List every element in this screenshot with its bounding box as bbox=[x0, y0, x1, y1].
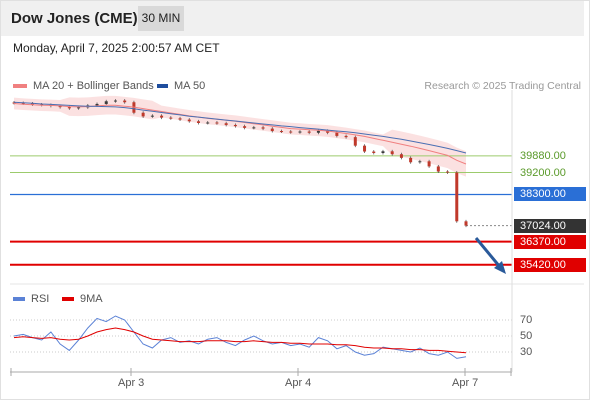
candle-body bbox=[233, 124, 237, 127]
rsi-swatch bbox=[13, 297, 25, 301]
level-label-resistance: 39880.00 bbox=[520, 149, 566, 162]
forecast-arrow-head bbox=[494, 261, 506, 274]
candle-body bbox=[344, 135, 348, 138]
candle-body bbox=[243, 126, 247, 128]
candle-body bbox=[67, 107, 71, 109]
x-tick-apr3: Apr 3 bbox=[118, 377, 145, 389]
candle-body bbox=[280, 131, 284, 133]
candle-body bbox=[104, 101, 108, 104]
candle-body bbox=[252, 127, 256, 129]
candle-body bbox=[77, 107, 81, 109]
candle-body bbox=[436, 166, 440, 172]
legend-9ma: 9MA bbox=[62, 293, 103, 305]
candle-body bbox=[381, 151, 385, 153]
rsi-tick-30: 30 bbox=[520, 346, 533, 358]
forecast-arrow bbox=[474, 237, 502, 268]
rsi-ma-line bbox=[13, 327, 467, 354]
legend-ma50: MA 50 bbox=[157, 80, 205, 92]
legend-ma20: MA 20 + Bollinger Bands bbox=[13, 80, 154, 92]
ma50-label: MA 50 bbox=[174, 80, 206, 92]
credit-text: Research © 2025 Trading Central bbox=[424, 80, 581, 92]
candle-body bbox=[307, 131, 311, 133]
level-label-pivot: 38300.00 bbox=[514, 187, 586, 202]
candle-body bbox=[150, 115, 154, 117]
9ma-swatch bbox=[62, 297, 74, 301]
candle-body bbox=[113, 100, 117, 102]
candle-body bbox=[390, 151, 394, 155]
candle-body bbox=[187, 119, 191, 122]
candle-body bbox=[372, 151, 376, 153]
candle-body bbox=[58, 105, 62, 108]
level-label-current: 37024.00 bbox=[514, 218, 586, 233]
candle-body bbox=[21, 102, 25, 104]
candle-body bbox=[326, 130, 330, 133]
candle-body bbox=[353, 137, 357, 146]
rsi-line bbox=[13, 315, 467, 359]
timestamp: Monday, April 7, 2025 2:00:57 AM CET bbox=[13, 41, 220, 55]
header-bar: Dow Jones (CME) 30 MIN bbox=[0, 0, 584, 36]
rsi-tick-50: 50 bbox=[520, 330, 533, 342]
rsi-tick-70: 70 bbox=[520, 314, 533, 326]
candle-body bbox=[178, 118, 182, 120]
level-label-resistance: 39200.00 bbox=[520, 166, 566, 179]
ma20-label: MA 20 + Bollinger Bands bbox=[33, 80, 154, 92]
candle-body bbox=[316, 130, 320, 133]
candle-body bbox=[464, 221, 468, 226]
candle-body bbox=[427, 161, 431, 167]
ma50-line bbox=[13, 101, 467, 154]
9ma-label: 9MA bbox=[80, 293, 103, 305]
candle-body bbox=[196, 121, 200, 123]
candle-body bbox=[224, 123, 228, 125]
candle-body bbox=[12, 102, 16, 104]
bollinger-band bbox=[14, 95, 466, 177]
level-label-support: 35420.00 bbox=[514, 257, 586, 272]
legend-rsi: RSI bbox=[13, 293, 49, 305]
candle-body bbox=[123, 100, 127, 103]
instrument-title: Dow Jones (CME) bbox=[11, 10, 138, 27]
candle-body bbox=[289, 131, 293, 133]
x-tick-apr7: Apr 7 bbox=[452, 377, 479, 389]
candle-body bbox=[298, 131, 302, 133]
candle-body bbox=[455, 172, 459, 222]
candle-body bbox=[169, 117, 173, 119]
candle-body bbox=[363, 145, 367, 152]
candle-body bbox=[261, 127, 265, 129]
candle-body bbox=[141, 112, 145, 117]
ma20-swatch bbox=[13, 84, 27, 88]
rsi-label: RSI bbox=[31, 293, 50, 305]
candle-body bbox=[160, 115, 164, 118]
candle-body bbox=[418, 161, 422, 163]
level-label-support: 36370.00 bbox=[514, 234, 586, 249]
candle-body bbox=[215, 122, 219, 124]
candle-body bbox=[399, 154, 403, 158]
candle-body bbox=[95, 103, 99, 106]
x-tick-apr4: Apr 4 bbox=[285, 377, 312, 389]
candle-body bbox=[270, 128, 274, 132]
candle-body bbox=[30, 103, 34, 105]
candle-body bbox=[446, 171, 450, 173]
timeframe-button[interactable]: 30 MIN bbox=[138, 6, 184, 31]
candle-body bbox=[335, 132, 339, 136]
candle-body bbox=[206, 122, 210, 124]
ma50-swatch bbox=[157, 84, 168, 88]
candle-body bbox=[409, 157, 413, 163]
